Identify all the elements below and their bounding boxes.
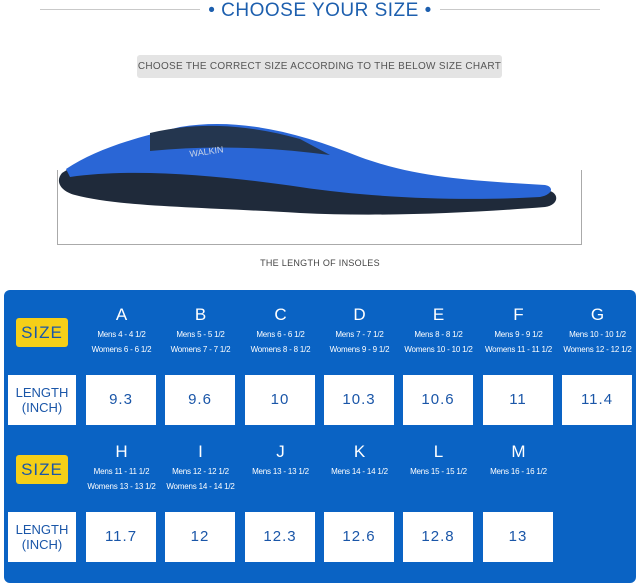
size-column-header: K Mens 14 - 14 1/2 (320, 442, 399, 494)
mens-size: Mens 12 - 12 1/2 (172, 467, 229, 476)
mens-size: Mens 10 - 10 1/2 (569, 330, 626, 339)
size-letter: E (432, 305, 445, 324)
womens-size: Womens 6 - 6 1/2 (91, 345, 152, 354)
size-column-header: E Mens 8 - 8 1/2 Womens 10 - 10 1/2 (399, 305, 478, 357)
size-column-header: C Mens 6 - 6 1/2 Womens 8 - 8 1/2 (241, 305, 320, 357)
womens-size: Womens 7 - 7 1/2 (170, 345, 231, 354)
length-value: 12 (165, 512, 235, 562)
length-label-line2: (INCH) (21, 400, 63, 415)
title-text: CHOOSE YOUR SIZE (221, 0, 419, 21)
size-letter: J (276, 442, 285, 461)
mens-size: Mens 16 - 16 1/2 (490, 467, 547, 476)
length-value: 9.3 (86, 375, 156, 425)
length-label: LENGTH (INCH) (8, 512, 76, 562)
mens-size: Mens 15 - 15 1/2 (410, 467, 467, 476)
length-value: 12.8 (403, 512, 473, 562)
mens-size: Mens 7 - 7 1/2 (335, 330, 384, 339)
size-badge: SIZE (16, 455, 68, 484)
size-column-header: L Mens 15 - 15 1/2 (399, 442, 478, 494)
mens-size: Mens 4 - 4 1/2 (97, 330, 146, 339)
length-value: 11.7 (86, 512, 156, 562)
size-column-header: G Mens 10 - 10 1/2 Womens 12 - 12 1/2 (558, 305, 637, 357)
length-value: 9.6 (165, 375, 235, 425)
mens-size: Mens 14 - 14 1/2 (331, 467, 388, 476)
mens-size: Mens 5 - 5 1/2 (176, 330, 225, 339)
womens-size: Womens 10 - 10 1/2 (404, 345, 473, 354)
womens-size (399, 479, 478, 494)
size-letter: M (511, 442, 526, 461)
mens-size: Mens 6 - 6 1/2 (256, 330, 305, 339)
length-bracket (57, 170, 582, 245)
mens-size: Mens 11 - 11 1/2 (93, 467, 150, 476)
womens-size: Womens 12 - 12 1/2 (563, 345, 632, 354)
womens-size (320, 479, 399, 494)
insole-length-caption: THE LENGTH OF INSOLES (260, 258, 380, 268)
subtitle-banner: CHOOSE THE CORRECT SIZE ACCORDING TO THE… (137, 55, 502, 78)
length-value: 10.3 (324, 375, 394, 425)
size-column-header: B Mens 5 - 5 1/2 Womens 7 - 7 1/2 (161, 305, 240, 357)
mens-size: Mens 8 - 8 1/2 (414, 330, 463, 339)
size-letter: I (198, 442, 203, 461)
womens-size: Womens 14 - 14 1/2 (166, 482, 235, 491)
title-rule-left (40, 9, 200, 10)
insole-image: WALKIN (58, 123, 557, 215)
length-label-line1: LENGTH (15, 522, 69, 537)
length-value: 11 (483, 375, 553, 425)
womens-size: Womens 13 - 13 1/2 (87, 482, 156, 491)
mens-size: Mens 9 - 9 1/2 (494, 330, 543, 339)
length-value: 12.3 (245, 512, 315, 562)
size-letter: H (115, 442, 128, 461)
size-column-header: I Mens 12 - 12 1/2 Womens 14 - 14 1/2 (161, 442, 240, 494)
size-column-header: M Mens 16 - 16 1/2 (479, 442, 558, 494)
size-letter: C (274, 305, 287, 324)
size-badge: SIZE (16, 318, 68, 347)
length-value: 13 (483, 512, 553, 562)
womens-size (479, 479, 558, 494)
womens-size: Womens 9 - 9 1/2 (329, 345, 390, 354)
size-column-header: D Mens 7 - 7 1/2 Womens 9 - 9 1/2 (320, 305, 399, 357)
mens-size: Mens 13 - 13 1/2 (252, 467, 309, 476)
length-value: 10.6 (403, 375, 473, 425)
length-value: 10 (245, 375, 315, 425)
size-letter: B (194, 305, 207, 324)
page-title: • CHOOSE YOUR SIZE • (208, 0, 432, 21)
size-letter: D (353, 305, 366, 324)
size-column-header: F Mens 9 - 9 1/2 Womens 11 - 11 1/2 (479, 305, 558, 357)
size-column-header: A Mens 4 - 4 1/2 Womens 6 - 6 1/2 (82, 305, 161, 357)
length-label-line2: (INCH) (21, 537, 63, 552)
size-column-header: J Mens 13 - 13 1/2 (241, 442, 320, 494)
length-label-line1: LENGTH (15, 385, 69, 400)
womens-size: Womens 11 - 11 1/2 (484, 345, 553, 354)
size-letter: A (115, 305, 128, 324)
size-letter: G (590, 305, 605, 324)
size-letter: L (433, 442, 444, 461)
womens-size: Womens 8 - 8 1/2 (250, 345, 311, 354)
length-value: 12.6 (324, 512, 394, 562)
title-rule-right (440, 9, 600, 10)
size-column-header: H Mens 11 - 11 1/2 Womens 13 - 13 1/2 (82, 442, 161, 494)
length-label: LENGTH (INCH) (8, 375, 76, 425)
womens-size (241, 479, 320, 494)
size-letter: F (513, 305, 524, 324)
size-letter: K (353, 442, 366, 461)
length-value: 11.4 (562, 375, 632, 425)
insole-brand: WALKIN (189, 144, 224, 159)
